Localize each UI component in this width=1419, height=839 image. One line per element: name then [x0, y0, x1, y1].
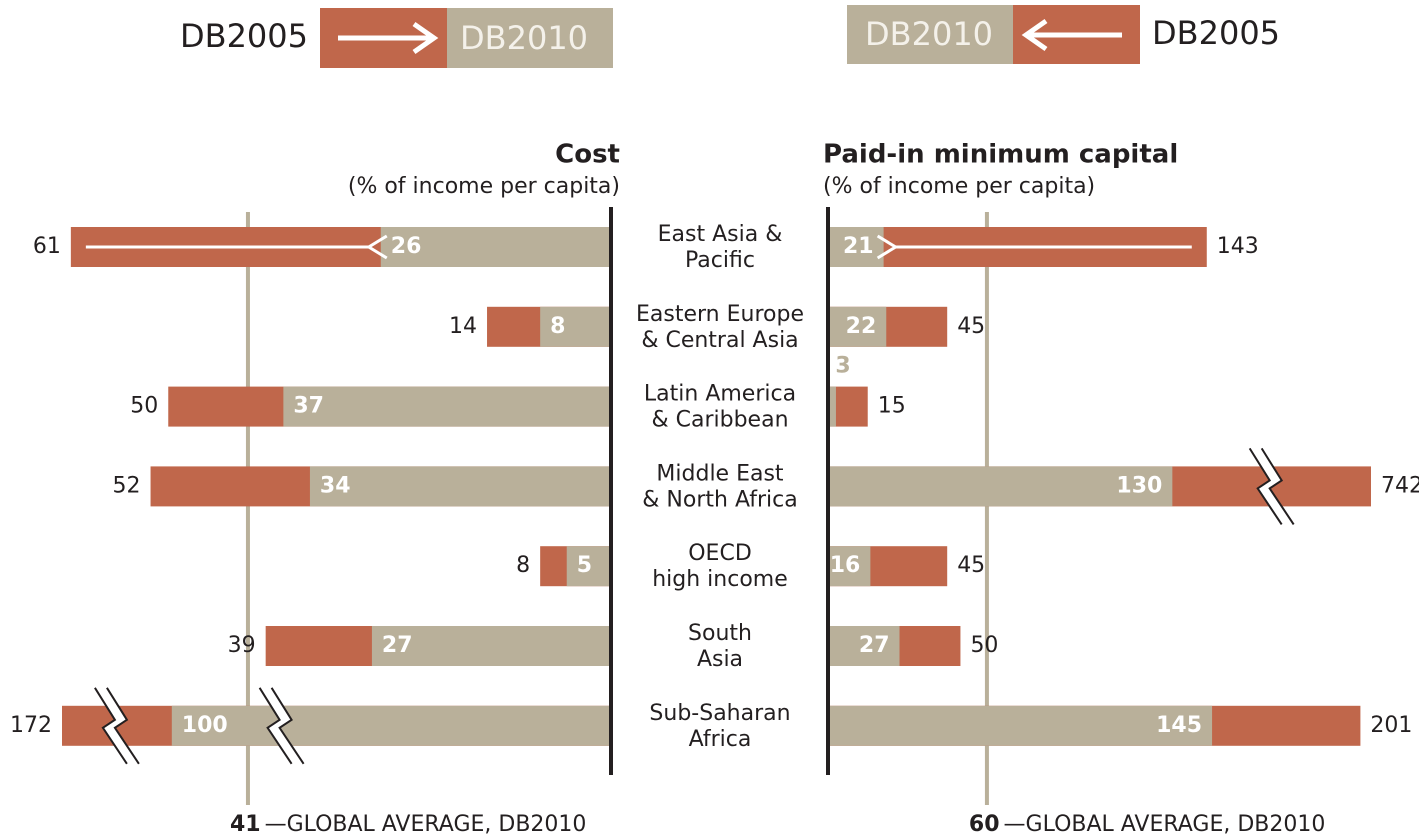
bar-db2010 [380, 227, 611, 267]
bar-db2010 [171, 705, 612, 746]
value-label: 45 [957, 314, 985, 339]
change-arrow [876, 234, 1192, 260]
bar-db2010 [309, 466, 611, 507]
value-label: 145 [1156, 713, 1202, 738]
value-label: 61 [33, 234, 61, 259]
axis-break-line [106, 687, 140, 765]
legend-arrow [1021, 18, 1122, 52]
value-label: 172 [10, 713, 52, 738]
panel-subtitle: (% of income per capita) [348, 174, 620, 199]
axis-break [94, 687, 140, 765]
value-label: 45 [957, 553, 985, 578]
category-label: Asia [697, 647, 743, 672]
value-label: 8 [516, 553, 530, 578]
value-label: 143 [1217, 234, 1259, 259]
average-value: 41 [230, 812, 261, 837]
value-label: 34 [320, 473, 351, 498]
legend-left: DB2005 DB2010 [180, 8, 613, 68]
category-label: South [688, 621, 752, 646]
legend-label: DB2010 [460, 19, 588, 57]
value-label: 26 [391, 234, 422, 259]
axis-break [258, 687, 305, 765]
legend-right: DB2010 DB2005 [847, 5, 1280, 64]
panel-subtitle: (% of income per capita) [823, 174, 1095, 199]
value-label: 50 [970, 633, 998, 658]
value-label: 50 [130, 394, 158, 419]
legend-swatch [447, 8, 613, 68]
category-label: Sub-Saharan [649, 701, 790, 726]
axis-break-line [1260, 447, 1295, 525]
category-label: Africa [689, 727, 752, 752]
legend-label: DB2005 [180, 17, 308, 55]
bar-db2010 [371, 626, 611, 666]
value-label: 14 [449, 314, 477, 339]
category-label: & Caribbean [651, 408, 788, 433]
average-text: —GLOBAL AVERAGE, DB2010 [265, 812, 587, 837]
bar-db2010 [828, 466, 1173, 507]
value-label: 130 [1116, 473, 1162, 498]
legend-label: DB2010 [865, 15, 993, 53]
change-arrow [85, 234, 388, 260]
value-label: 37 [293, 394, 324, 419]
legend-swatch [847, 5, 1013, 64]
value-label: 742 [1381, 473, 1419, 498]
category-label: Eastern Europe [636, 302, 804, 327]
value-label: 27 [382, 633, 413, 658]
average-label: 60 —GLOBAL AVERAGE, DB2010 [969, 812, 1325, 837]
bar-db2010 [828, 546, 871, 587]
value-label: 16 [830, 553, 861, 578]
value-label: 22 [846, 314, 877, 339]
bar-db2010 [540, 306, 611, 347]
value-label: 8 [550, 314, 565, 339]
category-label: Pacific [685, 248, 755, 273]
bar-db2010 [828, 306, 887, 347]
bar-db2010 [828, 626, 900, 666]
bar-db2010 [828, 705, 1213, 746]
axis-break-line [258, 687, 293, 765]
average-value: 60 [969, 812, 1000, 837]
bar-db2010 [828, 386, 836, 427]
average-label: 41 —GLOBAL AVERAGE, DB2010 [230, 812, 586, 837]
value-label: 39 [228, 633, 256, 658]
bar-db2010 [566, 546, 611, 587]
legend-label: DB2005 [1152, 14, 1280, 52]
category-label: & Central Asia [641, 328, 798, 353]
category-label: & North Africa [642, 487, 797, 512]
value-label: 52 [113, 473, 141, 498]
bar-db2010 [283, 386, 611, 427]
value-label: 3 [835, 354, 850, 379]
axis-break-line [94, 687, 128, 765]
axis-break-line [1248, 447, 1283, 525]
panel-title: Cost [555, 140, 620, 170]
bar-db2010 [828, 227, 884, 267]
axis-break [1248, 447, 1295, 525]
axis-break-line [270, 687, 305, 765]
value-label: 27 [859, 633, 890, 658]
value-label: 21 [843, 234, 874, 259]
category-label: Middle East [656, 461, 784, 486]
value-label: 100 [182, 713, 228, 738]
category-label: East Asia & [658, 222, 783, 247]
panel-title: Paid-in minimum capital [823, 140, 1178, 170]
value-label: 5 [577, 553, 592, 578]
category-label: high income [652, 567, 788, 592]
value-label: 201 [1370, 713, 1412, 738]
category-label: Latin America [644, 382, 796, 407]
legend-arrow [338, 21, 439, 55]
average-text: —GLOBAL AVERAGE, DB2010 [1004, 812, 1326, 837]
category-label: OECD [688, 541, 752, 566]
value-label: 15 [878, 394, 906, 419]
